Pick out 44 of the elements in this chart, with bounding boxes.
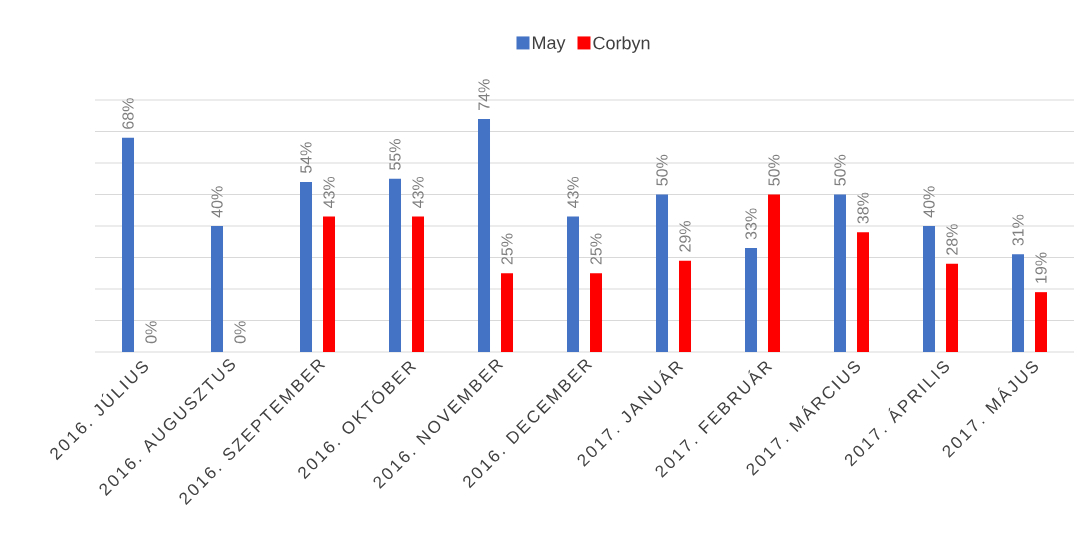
data-label: 38% — [857, 192, 869, 224]
bar — [300, 181, 313, 352]
data-label: 55% — [389, 139, 401, 170]
data-label: 29% — [679, 221, 691, 252]
data-label: 50% — [768, 154, 780, 186]
bar — [567, 216, 580, 352]
data-label: 25% — [501, 233, 513, 265]
bar — [656, 194, 669, 352]
legend-label: Corbyn — [593, 36, 650, 53]
data-label: 31% — [1012, 214, 1024, 246]
data-label: 43% — [323, 176, 335, 208]
data-label: 19% — [1035, 252, 1047, 283]
data-label: 40% — [211, 186, 223, 218]
bar — [946, 263, 959, 352]
bar — [501, 273, 514, 352]
data-label: 0% — [234, 321, 246, 344]
bar — [923, 226, 936, 352]
data-label: 43% — [412, 176, 424, 208]
data-label: 0% — [145, 321, 157, 344]
bar — [1012, 254, 1025, 352]
data-label: 50% — [656, 154, 668, 186]
bar — [323, 216, 336, 352]
bar — [478, 118, 491, 352]
data-label: 28% — [946, 224, 958, 255]
data-label: 43% — [567, 176, 579, 208]
bar — [834, 194, 847, 352]
data-label: 74% — [478, 79, 490, 110]
bar — [679, 260, 692, 352]
bar — [768, 194, 781, 352]
data-label: 33% — [745, 208, 757, 240]
bar — [590, 273, 603, 352]
bar — [211, 226, 224, 352]
bar — [389, 178, 402, 352]
data-label: 68% — [122, 98, 134, 129]
data-label: 54% — [300, 142, 312, 174]
bar — [857, 232, 870, 352]
data-label: 40% — [923, 186, 935, 218]
data-label: 50% — [834, 154, 846, 186]
bar — [412, 216, 425, 352]
bar — [1035, 292, 1048, 352]
data-label: 25% — [590, 233, 602, 265]
bar — [745, 248, 758, 352]
legend-label: May — [532, 36, 566, 53]
bar — [122, 137, 135, 352]
